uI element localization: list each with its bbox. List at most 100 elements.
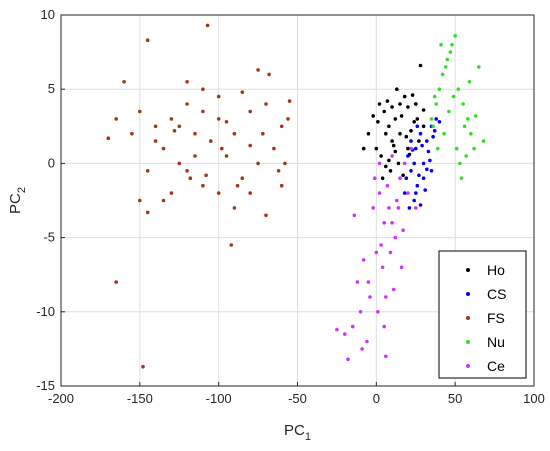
data-point-fs (188, 176, 193, 180)
data-point-fs (204, 173, 208, 178)
data-point-nu (477, 65, 481, 69)
data-point-ce (396, 206, 401, 210)
series-fs (106, 23, 292, 369)
data-point-fs (169, 191, 174, 195)
data-point-ce (387, 206, 391, 210)
data-point-ce (390, 221, 394, 225)
data-point-ce (380, 265, 385, 270)
data-point-ho (401, 173, 405, 178)
legend-marker-fs (466, 316, 470, 320)
data-point-fs (161, 146, 166, 151)
y-axis-label-subscript: 2 (16, 187, 28, 193)
data-point-cs (426, 149, 431, 154)
data-point-ho (414, 102, 418, 106)
data-point-fs (261, 131, 265, 136)
data-point-ce (366, 280, 371, 284)
data-point-ho (384, 131, 388, 136)
data-point-ce (384, 354, 388, 359)
data-point-ce (335, 327, 339, 332)
data-point-ho (398, 131, 402, 136)
data-point-nu (450, 42, 454, 47)
data-point-ce (355, 280, 360, 284)
data-point-fs (279, 183, 284, 188)
data-point-ho (399, 114, 404, 118)
data-point-cs (423, 188, 428, 192)
data-point-cs (418, 131, 423, 136)
data-point-nu (462, 124, 467, 129)
data-point-ho (377, 102, 382, 106)
y-tick-label: 0 (48, 155, 55, 170)
data-point-ce (395, 198, 399, 203)
data-point-ho (387, 124, 391, 129)
data-point-cs (425, 167, 429, 172)
data-point-nu (458, 161, 462, 166)
data-point-ho (382, 109, 387, 114)
data-point-ce (352, 213, 357, 218)
y-tick-label: -10 (36, 304, 55, 319)
legend-marker-nu (466, 340, 470, 344)
data-point-fs (248, 143, 252, 148)
data-point-cs (406, 154, 410, 158)
data-point-ho (406, 146, 410, 151)
data-point-nu (448, 50, 453, 54)
data-point-cs (412, 161, 417, 166)
data-point-fs (264, 102, 268, 106)
data-point-ce (373, 176, 377, 180)
data-point-ce (406, 191, 410, 195)
data-point-fs (283, 161, 287, 166)
data-point-fs (161, 198, 166, 203)
y-tick-label: 5 (48, 81, 55, 96)
data-point-cs (429, 169, 434, 173)
data-point-ce (361, 258, 366, 262)
data-point-nu (472, 146, 476, 151)
data-point-cs (412, 198, 417, 203)
data-point-ce (360, 347, 364, 351)
x-tick-label: -50 (288, 391, 307, 406)
data-point-ho (421, 108, 426, 112)
y-tick-label: -5 (43, 230, 55, 245)
data-point-nu (466, 117, 470, 121)
data-point-ho (395, 87, 399, 91)
data-point-cs (404, 176, 409, 180)
data-point-cs (420, 143, 424, 148)
data-point-fs (232, 206, 237, 210)
x-tick-label: -200 (48, 391, 74, 406)
data-point-fs (232, 131, 237, 136)
data-point-fs (114, 280, 118, 284)
data-point-ce (374, 250, 379, 255)
data-point-nu (440, 72, 445, 77)
data-point-ce (401, 228, 405, 232)
data-point-ho (418, 63, 423, 68)
data-point-fs (177, 124, 182, 129)
data-point-nu (445, 57, 450, 62)
data-point-ho (376, 120, 380, 124)
data-point-nu (447, 109, 451, 114)
data-point-cs (409, 169, 413, 173)
data-point-fs (224, 154, 229, 158)
data-point-fs (256, 161, 260, 166)
data-point-nu (454, 146, 459, 151)
data-point-ho (388, 169, 393, 173)
legend-label-ce: Ce (487, 358, 505, 374)
data-point-fs (286, 117, 290, 121)
data-point-ho (366, 131, 371, 136)
data-point-fs (216, 117, 221, 121)
x-tick-label: 100 (523, 391, 545, 406)
data-point-ce (377, 161, 382, 166)
data-point-fs (235, 183, 240, 188)
legend-box (438, 250, 527, 379)
data-point-nu (442, 131, 446, 136)
data-point-ce (382, 324, 387, 329)
data-point-ce (388, 250, 393, 255)
data-point-cs (428, 158, 432, 163)
data-point-nu (459, 176, 464, 180)
data-point-cs (425, 139, 429, 143)
data-point-ce (368, 295, 372, 299)
data-point-fs (256, 68, 260, 72)
data-point-ho (396, 161, 401, 166)
data-point-fs (145, 210, 150, 215)
data-point-fs (169, 117, 174, 121)
data-point-fs (185, 80, 189, 84)
data-point-fs (264, 213, 268, 218)
data-point-cs (418, 203, 423, 207)
